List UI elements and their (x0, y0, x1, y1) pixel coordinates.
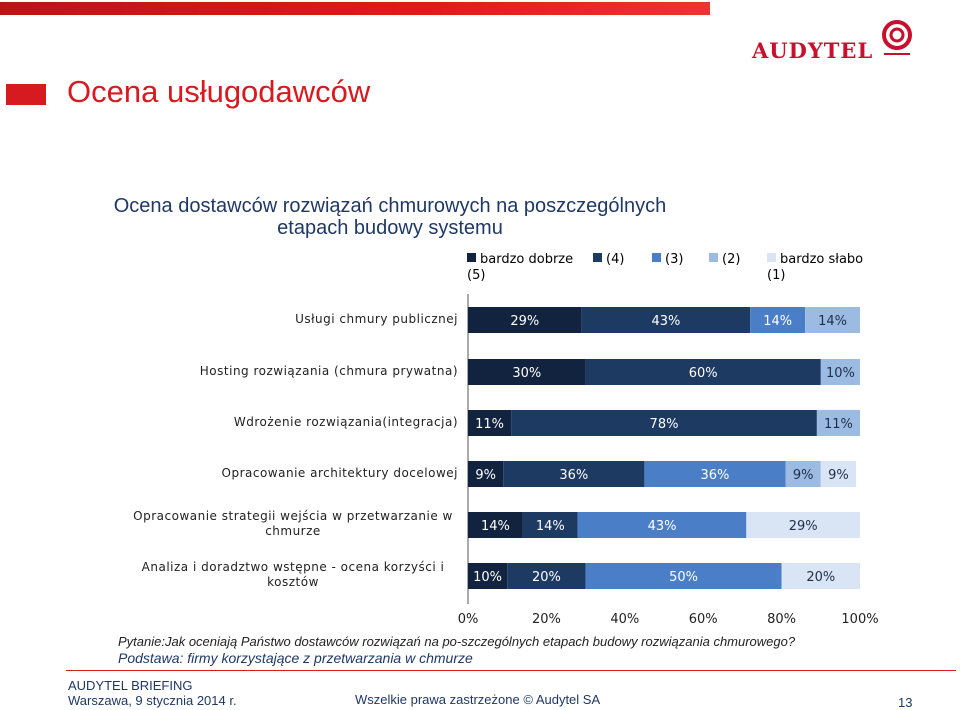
legend-label: (4) (606, 252, 625, 267)
logo-ring-icon (882, 20, 912, 55)
legend-entry: bardzo słabo (1) (767, 252, 863, 284)
page-number: 13 (898, 695, 913, 710)
bar-data-label: 10% (473, 570, 502, 585)
category-label: Usługi chmury publicznej (295, 311, 458, 326)
legend-swatch (467, 253, 476, 262)
footer-copyright: Wszelkie prawa zastrzeżone © Audytel SA (355, 692, 601, 707)
bar-data-label: 14% (536, 519, 565, 534)
x-tick-label: 100% (841, 612, 878, 627)
chart-title: Ocena dostawców rozwiązań chmurowych na … (113, 195, 667, 239)
bar-data-label: 11% (475, 417, 504, 432)
bar-data-label: 36% (701, 468, 730, 483)
legend-label: bardzo dobrze (5) (467, 252, 574, 283)
bar-segment (750, 307, 806, 333)
category-label: Hosting rozwiązania (chmura prywatna) (199, 363, 458, 378)
bar-segment (468, 563, 508, 589)
footer-date: Warszawa, 9 stycznia 2014 r. (68, 693, 237, 708)
audytel-logo: AUDYTEL (752, 16, 922, 63)
bar-segment (805, 307, 860, 333)
legend-label: (2) (722, 252, 741, 267)
bar-segment (785, 461, 821, 487)
x-tick-label: 40% (610, 612, 639, 627)
x-tick-label: 80% (767, 612, 796, 627)
bar-segment (468, 512, 523, 538)
legend-entry: (3) (652, 252, 683, 268)
top-accent-bar (0, 2, 710, 15)
bar-segment (585, 359, 821, 385)
logo-text: AUDYTEL (752, 38, 874, 63)
bar-data-label: 78% (650, 417, 679, 432)
legend-label: (3) (665, 252, 684, 267)
bar-data-label: 36% (559, 468, 588, 483)
bar-data-label: 29% (510, 314, 539, 329)
legend-entry: bardzo dobrze (5) (467, 252, 573, 284)
bar-segment (581, 307, 751, 333)
category-label: Opracowanie architektury docelowej (221, 465, 458, 480)
bar-segment (507, 563, 586, 589)
survey-question: Pytanie:Jak oceniają Państwo dostawców r… (118, 634, 796, 649)
footer-divider (66, 670, 956, 671)
x-tick-label: 20% (532, 612, 561, 627)
bar-data-label: 14% (763, 314, 792, 329)
title-accent-block (6, 84, 46, 105)
bar-segment (468, 307, 582, 333)
category-label: Opracowanie strategii wejścia w przetwar… (133, 509, 453, 538)
bar-segment (644, 461, 786, 487)
bar-segment (585, 563, 782, 589)
bar-segment (820, 461, 857, 487)
bar-data-label: 60% (689, 366, 718, 381)
bar-segment (577, 512, 747, 538)
bar-segment (468, 461, 504, 487)
x-tick-label: 0% (458, 612, 479, 627)
bar-data-label: 29% (789, 519, 818, 534)
bar-segment (522, 512, 578, 538)
bar-data-label: 10% (826, 366, 855, 381)
page-title: Ocena usługodawców (67, 74, 371, 109)
bar-segment (820, 359, 860, 385)
bar-segment (511, 410, 817, 436)
bar-data-label: 50% (669, 570, 698, 585)
bar-data-label: 14% (481, 519, 510, 534)
legend-swatch (652, 253, 661, 262)
bar-segment (816, 410, 860, 436)
bar-data-label: 43% (648, 519, 677, 534)
bar-data-label: 9% (828, 468, 849, 483)
x-tick-label: 60% (689, 612, 718, 627)
bar-segment (503, 461, 645, 487)
bar-segment (468, 410, 512, 436)
legend-entry: (2) (709, 252, 740, 268)
bar-data-label: 20% (532, 570, 561, 585)
bar-segment (468, 359, 586, 385)
bar-data-label: 14% (818, 314, 847, 329)
bar-data-label: 30% (512, 366, 541, 381)
category-label: Analiza i doradztwo wstępne - ocena korz… (141, 560, 445, 589)
legend-swatch (767, 253, 776, 262)
bar-segment (781, 563, 860, 589)
bar-data-label: 11% (824, 417, 853, 432)
legend-swatch (593, 253, 602, 262)
bar-data-label: 9% (793, 468, 814, 483)
survey-basis: Podstawa: firmy korzystające z przetwarz… (118, 650, 473, 666)
bar-data-label: 43% (652, 314, 681, 329)
legend-swatch (709, 253, 718, 262)
footer-brand: AUDYTEL BRIEFING (68, 678, 193, 693)
category-label: Wdrożenie rozwiązania(integracja) (233, 414, 458, 429)
legend-entry: (4) (593, 252, 624, 268)
bar-segment (746, 512, 860, 538)
bar-data-label: 20% (806, 570, 835, 585)
bar-data-label: 9% (475, 468, 496, 483)
legend-label: bardzo słabo (1) (767, 252, 864, 283)
